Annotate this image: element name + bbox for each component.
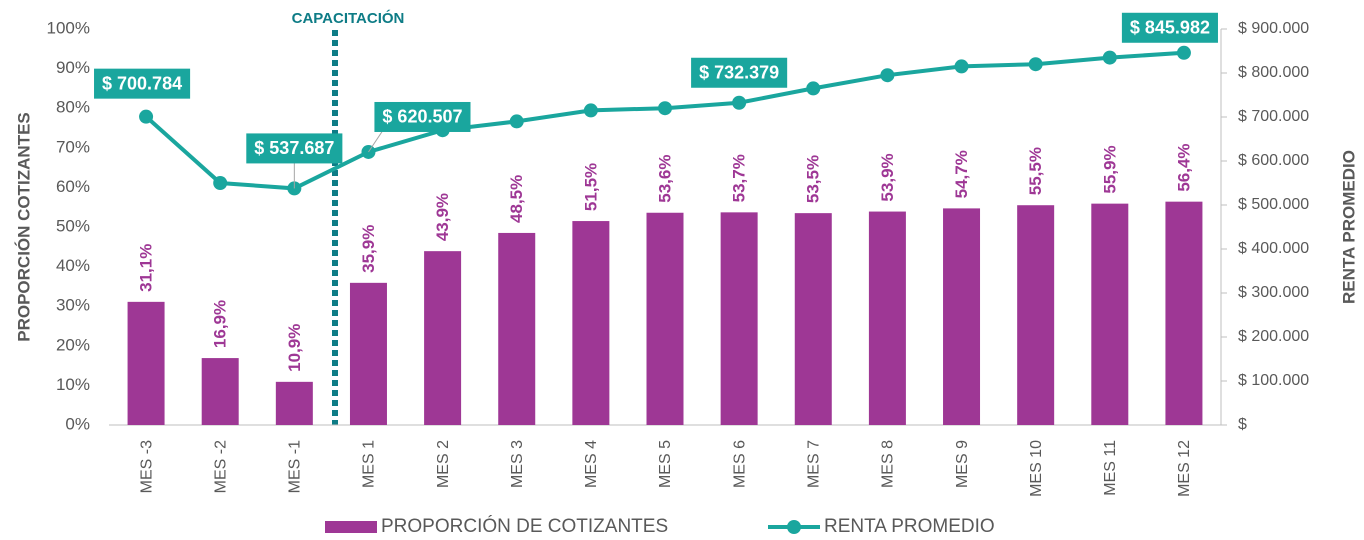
x-tick-label: MES 7	[805, 440, 822, 488]
line-value-label: $ 732.379	[699, 63, 779, 83]
y-tick-label: 50%	[56, 216, 90, 235]
x-tick-label: MES 10	[1028, 440, 1045, 497]
x-tick-label: MES 8	[880, 440, 897, 488]
leader-line	[368, 130, 383, 153]
x-tick-label: MES -1	[287, 440, 304, 493]
y2-tick-label: $ 100.000	[1238, 372, 1309, 389]
line-label-box	[246, 133, 343, 164]
bar-value-label: 53,6%	[655, 155, 674, 203]
bar-value-label: 35,9%	[359, 225, 378, 273]
bar	[498, 232, 536, 425]
line-value-label: $ 620.507	[382, 107, 462, 127]
y-tick-label: 20%	[56, 335, 90, 354]
bar	[349, 282, 387, 425]
y-tick-label: 30%	[56, 296, 90, 315]
y2-tick-label: $ 200.000	[1238, 328, 1309, 345]
bar	[201, 358, 239, 425]
bar	[1165, 201, 1203, 425]
line-marker	[1102, 50, 1117, 65]
legend-label: PROPORCIÓN DE COTIZANTES	[381, 515, 668, 537]
y2-tick-label: $ 900.000	[1238, 20, 1309, 37]
bar-value-label: 53,7%	[730, 154, 749, 202]
bar-value-label: 55,9%	[1100, 145, 1119, 193]
legend-label: RENTA PROMEDIO	[824, 516, 995, 537]
line-marker	[806, 81, 821, 96]
line-marker	[880, 68, 895, 83]
x-tick-label: MES 12	[1176, 440, 1193, 497]
x-tick-label: MES 4	[583, 440, 600, 488]
bar	[646, 212, 684, 425]
line-marker	[583, 103, 598, 118]
line-label-box	[374, 101, 471, 132]
line-value-label: $ 700.784	[102, 73, 182, 93]
y-tick-label: 80%	[56, 98, 90, 117]
bar-value-label: 43,9%	[433, 193, 452, 241]
bar-value-label: 53,5%	[804, 155, 823, 203]
bar	[720, 212, 758, 425]
y-tick-label: 70%	[56, 137, 90, 156]
bar	[868, 211, 906, 425]
y2-axis-title: RENTA PROMEDIO	[1339, 150, 1358, 304]
line-value-label: $ 845.982	[1130, 18, 1210, 38]
y-tick-label: 90%	[56, 58, 90, 77]
x-tick-label: MES 11	[1102, 440, 1119, 496]
y-tick-label: 40%	[56, 256, 90, 275]
y2-tick-label: $ 500.000	[1238, 196, 1309, 213]
y-tick-label: 100%	[47, 18, 90, 37]
bar-value-label: 31,1%	[137, 244, 156, 292]
bar	[943, 208, 981, 425]
line-label-box	[94, 68, 191, 99]
x-tick-label: MES 3	[509, 440, 526, 488]
bar	[275, 381, 313, 425]
bar-value-label: 51,5%	[581, 163, 600, 211]
bar-value-label: 56,4%	[1174, 143, 1193, 191]
x-tick-label: MES 5	[657, 440, 674, 488]
line-marker	[509, 114, 524, 129]
bar	[127, 301, 165, 425]
x-tick-label: MES 6	[731, 440, 748, 488]
y2-tick-label: $ 800.000	[1238, 64, 1309, 81]
bar-value-label: 16,9%	[211, 300, 230, 348]
x-tick-label: MES 9	[954, 440, 971, 488]
line-marker	[139, 109, 154, 124]
bar	[424, 251, 462, 425]
bar	[1091, 203, 1129, 425]
bar	[794, 213, 832, 425]
y2-tick-label: $ 700.000	[1238, 108, 1309, 125]
bar-value-label: 55,5%	[1026, 147, 1045, 195]
line-marker	[658, 101, 672, 116]
y-tick-label: 0%	[65, 414, 90, 433]
legend-swatch-marker	[787, 520, 801, 534]
line-label-box	[1121, 12, 1218, 43]
line-label-box	[691, 57, 788, 88]
y-tick-label: 60%	[56, 177, 90, 196]
y2-tick-label: $ 600.000	[1238, 152, 1309, 169]
x-tick-label: MES 2	[435, 440, 452, 488]
y-tick-label: 10%	[56, 375, 90, 394]
line-marker	[1028, 57, 1043, 72]
legend-swatch	[325, 521, 377, 533]
y2-tick-label: $ 300.000	[1238, 284, 1309, 301]
bar	[572, 221, 610, 425]
bar-value-label: 10,9%	[285, 324, 304, 372]
y2-tick-label: $ 400.000	[1238, 240, 1309, 257]
x-tick-label: MES 1	[361, 440, 378, 488]
line-marker	[213, 176, 228, 190]
annotation: CAPACITACIÓN	[292, 9, 405, 27]
bar-value-label: 54,7%	[952, 150, 971, 198]
y2-tick-label: $	[1238, 416, 1247, 433]
bar-value-label: 48,5%	[507, 175, 526, 223]
line-marker	[732, 95, 747, 110]
line-value-label: $ 537.687	[254, 138, 334, 158]
bar	[1017, 205, 1055, 425]
line-marker	[954, 59, 969, 74]
bar-value-label: 53,9%	[878, 153, 897, 201]
x-tick-label: MES -2	[212, 440, 229, 493]
x-tick-label: MES -3	[138, 440, 155, 493]
line-marker	[1176, 45, 1191, 60]
y-axis-title: PROPORCIÓN COTIZANTES	[14, 112, 33, 342]
